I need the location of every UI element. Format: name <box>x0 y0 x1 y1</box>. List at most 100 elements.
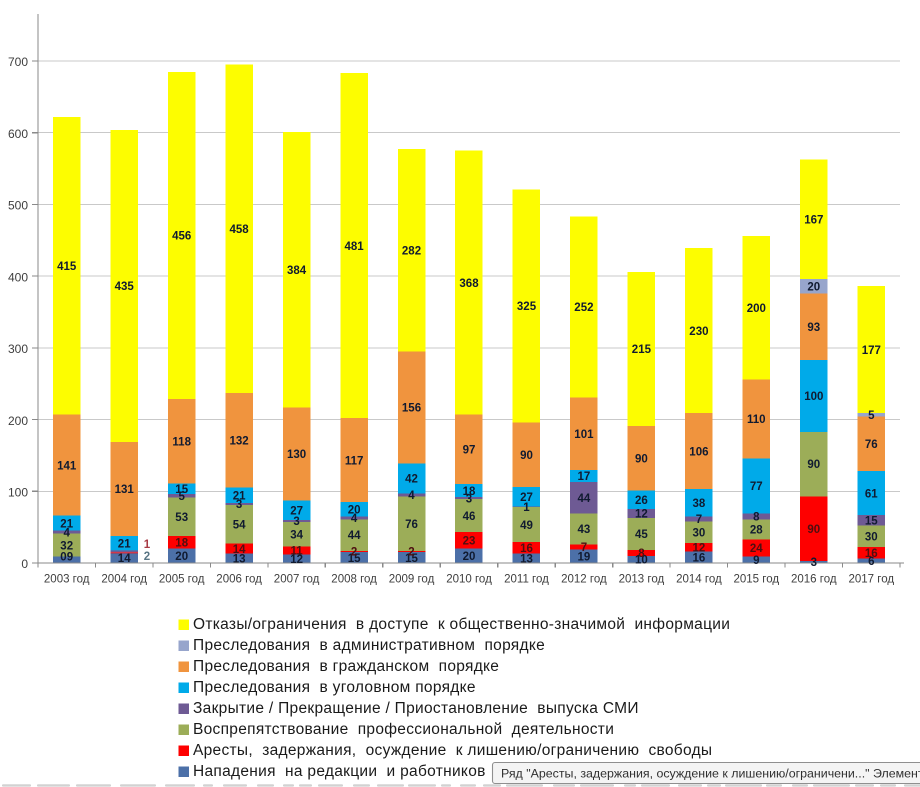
svg-text:700: 700 <box>8 55 28 69</box>
svg-text:17: 17 <box>578 471 591 483</box>
svg-text:16: 16 <box>693 553 706 565</box>
svg-text:Преследования в уголовном пор: Преследования в уголовном порядке <box>193 679 476 696</box>
svg-text:2016 год: 2016 год <box>791 574 837 586</box>
svg-text:2010 год: 2010 год <box>446 574 492 586</box>
svg-text:11: 11 <box>291 546 304 558</box>
svg-text:76: 76 <box>865 439 878 451</box>
svg-text:12: 12 <box>693 542 706 554</box>
svg-text:32: 32 <box>60 540 73 552</box>
svg-text:28: 28 <box>750 525 763 537</box>
svg-text:2013 год: 2013 год <box>619 574 665 586</box>
svg-text:2007 год: 2007 год <box>274 574 320 586</box>
svg-text:45: 45 <box>635 529 648 541</box>
svg-text:15: 15 <box>348 553 361 565</box>
svg-text:252: 252 <box>574 302 593 314</box>
svg-text:90: 90 <box>520 450 533 462</box>
svg-text:5: 5 <box>178 491 185 503</box>
svg-text:18: 18 <box>463 486 476 498</box>
svg-text:2012 год: 2012 год <box>561 574 607 586</box>
svg-text:2: 2 <box>351 547 357 559</box>
svg-text:7: 7 <box>696 514 702 526</box>
svg-text:21: 21 <box>233 490 246 502</box>
svg-text:21: 21 <box>60 518 73 530</box>
svg-text:4: 4 <box>408 490 415 502</box>
svg-text:2: 2 <box>144 551 150 563</box>
svg-text:458: 458 <box>230 224 250 236</box>
svg-text:14: 14 <box>233 544 246 556</box>
svg-text:3: 3 <box>293 516 299 528</box>
svg-text:230: 230 <box>689 326 708 338</box>
svg-text:0: 0 <box>21 557 28 571</box>
svg-text:300: 300 <box>8 342 28 356</box>
svg-text:30: 30 <box>865 532 878 544</box>
svg-text:9: 9 <box>753 555 759 567</box>
svg-text:435: 435 <box>115 281 135 293</box>
svg-text:4: 4 <box>351 513 358 525</box>
svg-text:16: 16 <box>520 543 533 555</box>
svg-text:2008 год: 2008 год <box>331 574 377 586</box>
svg-text:24: 24 <box>750 543 763 555</box>
svg-text:8: 8 <box>638 548 645 560</box>
svg-text:20: 20 <box>175 551 188 563</box>
svg-text:Преследования в административ: Преследования в административном порядке <box>193 637 545 654</box>
svg-text:54: 54 <box>233 520 246 532</box>
svg-text:7: 7 <box>581 542 587 554</box>
svg-text:Нападения на редакции и рабо: Нападения на редакции и работников СМИ <box>193 763 531 780</box>
svg-text:16: 16 <box>865 548 878 560</box>
svg-text:282: 282 <box>402 246 421 258</box>
svg-text:18: 18 <box>175 537 188 549</box>
svg-text:2011 год: 2011 год <box>504 574 549 586</box>
svg-text:21: 21 <box>118 539 131 551</box>
svg-text:101: 101 <box>574 429 594 441</box>
svg-text:20: 20 <box>807 281 820 293</box>
svg-text:415: 415 <box>57 261 77 273</box>
svg-text:38: 38 <box>693 498 706 510</box>
svg-text:2005 год: 2005 год <box>159 574 205 586</box>
svg-text:8: 8 <box>753 512 760 524</box>
svg-text:90: 90 <box>635 454 648 466</box>
svg-text:44: 44 <box>348 530 361 542</box>
svg-text:Преследования в гражданском: Преследования в гражданском порядке <box>193 658 499 675</box>
svg-text:30: 30 <box>693 527 706 539</box>
svg-text:10: 10 <box>635 555 648 567</box>
svg-text:44: 44 <box>578 493 591 505</box>
svg-text:2004 год: 2004 год <box>101 574 147 586</box>
svg-text:110: 110 <box>747 414 766 426</box>
svg-text:49: 49 <box>520 520 533 532</box>
svg-text:20: 20 <box>463 551 476 563</box>
svg-text:100: 100 <box>8 486 28 500</box>
svg-text:23: 23 <box>463 536 476 548</box>
svg-text:368: 368 <box>459 278 479 290</box>
svg-text:200: 200 <box>8 414 28 428</box>
svg-text:53: 53 <box>175 512 188 524</box>
svg-text:42: 42 <box>405 474 418 486</box>
svg-text:76: 76 <box>405 519 418 531</box>
svg-text:215: 215 <box>632 344 652 356</box>
svg-text:600: 600 <box>8 127 28 141</box>
svg-text:2017 год: 2017 год <box>849 574 895 586</box>
svg-text:384: 384 <box>287 265 307 277</box>
svg-text:156: 156 <box>402 403 421 415</box>
svg-text:1: 1 <box>144 539 151 551</box>
svg-text:6: 6 <box>868 556 874 568</box>
svg-text:12: 12 <box>635 509 648 521</box>
svg-text:2: 2 <box>408 547 414 559</box>
svg-text:2003 год: 2003 год <box>44 574 90 586</box>
svg-text:12: 12 <box>290 554 303 566</box>
svg-text:Ряд "Аресты, задержания, осужд: Ряд "Аресты, задержания, осуждение к лиш… <box>501 767 920 781</box>
svg-text:3: 3 <box>466 493 472 505</box>
svg-text:14: 14 <box>118 553 131 565</box>
svg-text:13: 13 <box>233 554 246 566</box>
svg-text:77: 77 <box>750 481 763 493</box>
svg-text:2009 год: 2009 год <box>389 574 435 586</box>
svg-text:26: 26 <box>635 495 648 507</box>
svg-text:61: 61 <box>865 488 878 500</box>
svg-text:100: 100 <box>804 391 823 403</box>
svg-text:15: 15 <box>405 553 418 565</box>
svg-text:19: 19 <box>578 551 591 563</box>
svg-text:Отказы/ограничения в доступе: Отказы/ограничения в доступе к обществен… <box>193 616 730 633</box>
svg-text:2014 год: 2014 год <box>676 574 722 586</box>
svg-text:2015 год: 2015 год <box>734 574 780 586</box>
svg-text:90: 90 <box>807 459 820 471</box>
svg-text:177: 177 <box>862 345 881 357</box>
